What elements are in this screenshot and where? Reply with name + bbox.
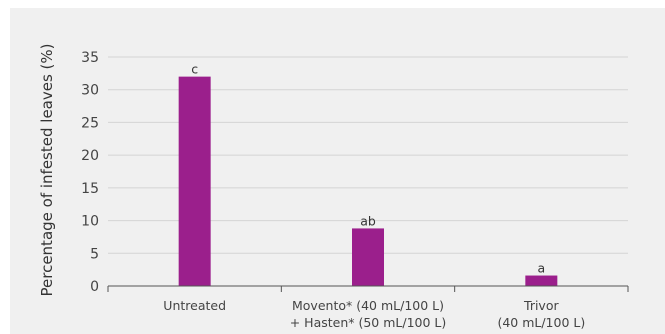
significance-letter: c bbox=[191, 62, 198, 77]
x-category-label: + Hasten* (50 mL/100 L) bbox=[290, 315, 447, 330]
x-category-label: (40 mL/100 L) bbox=[497, 315, 585, 330]
y-tick-label: 35 bbox=[81, 50, 99, 66]
y-tick-label: 5 bbox=[90, 246, 99, 262]
y-tick-label: 25 bbox=[81, 115, 99, 131]
x-category-label: Untreated bbox=[163, 298, 226, 313]
axes bbox=[107, 285, 629, 292]
y-tick-labels: 0 5 10 15 20 25 30 35 bbox=[81, 50, 99, 295]
significance-letter: a bbox=[537, 261, 545, 276]
x-category-label: Trivor bbox=[523, 298, 559, 313]
y-tick-label: 0 bbox=[90, 279, 99, 295]
bars bbox=[178, 76, 558, 286]
y-tick-label: 15 bbox=[81, 181, 99, 197]
x-tick-labels: Untreated Movento* (40 mL/100 L) + Hasten*… bbox=[163, 298, 585, 330]
bar bbox=[352, 228, 384, 286]
significance-letter: ab bbox=[360, 213, 376, 228]
y-tick-label: 20 bbox=[81, 148, 99, 164]
significance-letters: c ab a bbox=[191, 62, 545, 276]
y-axis-label: Percentage of infested leaves (%) bbox=[38, 43, 56, 296]
y-tick-label: 30 bbox=[81, 83, 99, 99]
bar bbox=[525, 275, 558, 286]
y-tick-label: 10 bbox=[81, 214, 99, 230]
bar bbox=[178, 76, 211, 286]
x-category-label: Movento* (40 mL/100 L) bbox=[292, 298, 444, 313]
